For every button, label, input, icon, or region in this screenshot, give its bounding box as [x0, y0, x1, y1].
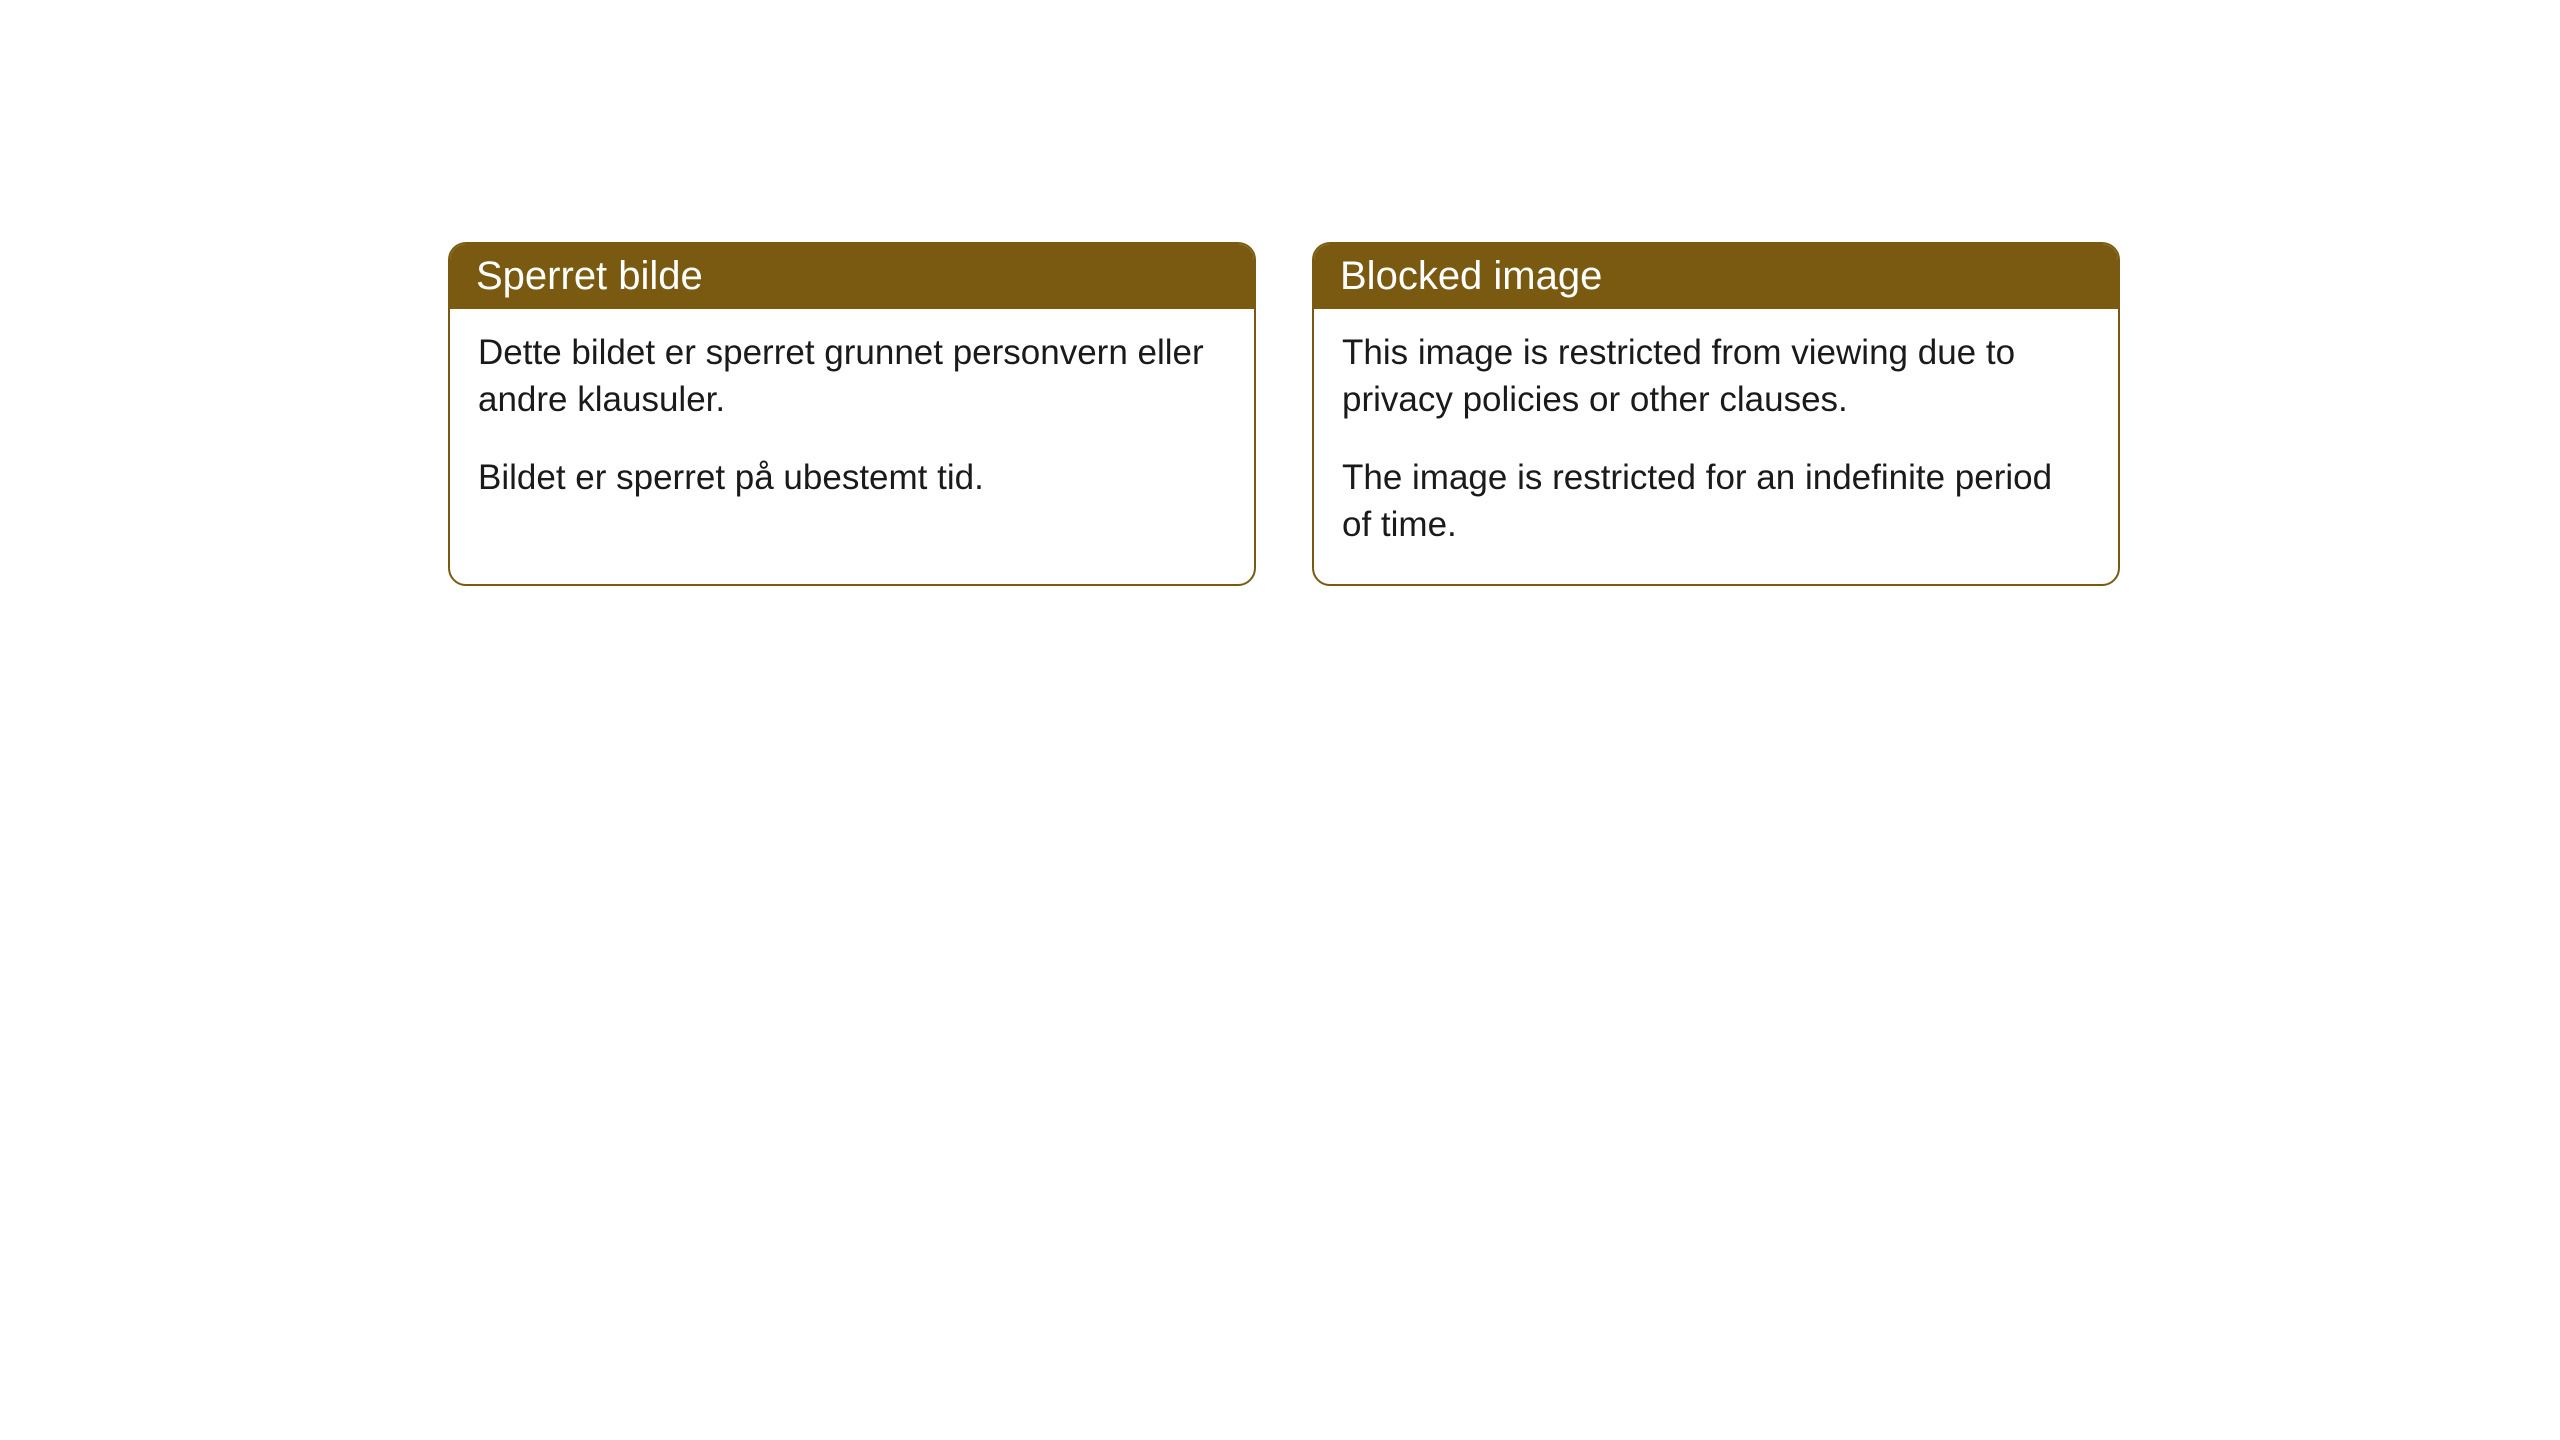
card-text-en-1: This image is restricted from viewing du…: [1342, 329, 2090, 424]
blocked-image-card-en: Blocked image This image is restricted f…: [1312, 242, 2120, 586]
card-text-en-2: The image is restricted for an indefinit…: [1342, 454, 2090, 549]
card-header-no: Sperret bilde: [450, 244, 1254, 309]
card-header-en: Blocked image: [1314, 244, 2118, 309]
card-text-no-2: Bildet er sperret på ubestemt tid.: [478, 454, 1226, 501]
card-body-en: This image is restricted from viewing du…: [1314, 309, 2118, 584]
blocked-image-card-no: Sperret bilde Dette bildet er sperret gr…: [448, 242, 1256, 586]
card-title-en: Blocked image: [1340, 254, 1602, 298]
card-title-no: Sperret bilde: [476, 254, 703, 298]
notice-cards-container: Sperret bilde Dette bildet er sperret gr…: [0, 0, 2560, 586]
card-text-no-1: Dette bildet er sperret grunnet personve…: [478, 329, 1226, 424]
card-body-no: Dette bildet er sperret grunnet personve…: [450, 309, 1254, 537]
